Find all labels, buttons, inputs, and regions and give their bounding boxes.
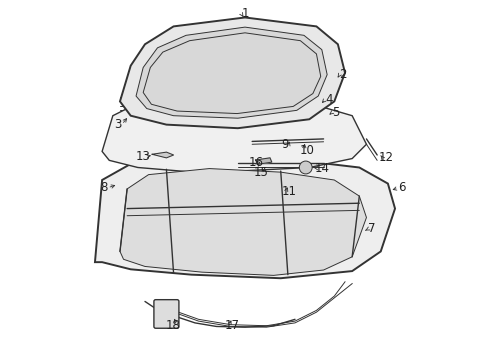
- Text: 1: 1: [241, 8, 249, 21]
- Text: 12: 12: [379, 151, 393, 165]
- Polygon shape: [136, 27, 327, 118]
- Polygon shape: [120, 168, 367, 275]
- Text: 8: 8: [100, 181, 108, 194]
- Text: 3: 3: [115, 118, 122, 131]
- Polygon shape: [152, 152, 173, 158]
- FancyBboxPatch shape: [154, 300, 179, 328]
- Text: 6: 6: [398, 181, 406, 194]
- Circle shape: [299, 161, 312, 174]
- Polygon shape: [95, 157, 395, 278]
- Text: 10: 10: [300, 144, 315, 157]
- Text: 14: 14: [314, 162, 329, 175]
- Text: 4: 4: [325, 93, 333, 106]
- Text: 9: 9: [281, 139, 289, 152]
- Text: 5: 5: [332, 105, 340, 119]
- Text: 2: 2: [340, 68, 347, 81]
- Text: 17: 17: [225, 319, 240, 332]
- Polygon shape: [120, 18, 345, 128]
- Text: 7: 7: [368, 222, 375, 235]
- Text: 13: 13: [136, 150, 150, 163]
- Text: 11: 11: [282, 185, 297, 198]
- Text: 15: 15: [254, 166, 269, 179]
- Text: 16: 16: [248, 156, 263, 169]
- Polygon shape: [102, 98, 367, 173]
- Polygon shape: [256, 158, 272, 164]
- Text: 18: 18: [166, 319, 180, 332]
